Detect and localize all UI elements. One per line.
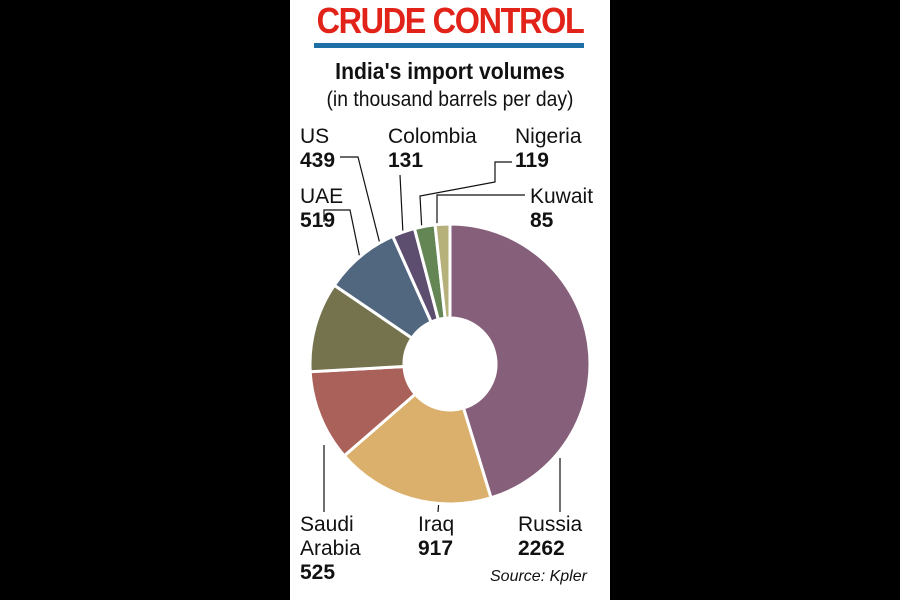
label-colombia-value: 131 <box>388 149 424 172</box>
label-iraq-name: Iraq <box>418 513 455 536</box>
label-uae: UAE 519 <box>300 185 343 233</box>
label-nigeria-value: 119 <box>515 149 549 172</box>
leader-line-colombia <box>399 174 404 235</box>
slice-kuwait <box>433 222 452 320</box>
label-colombia: Colombia 131 <box>388 125 477 173</box>
leader-line-nigeria <box>419 161 512 233</box>
label-uae-value: 519 <box>300 209 336 232</box>
label-kuwait-value: 85 <box>530 209 554 232</box>
chart-units: (in thousand barrels per day) <box>326 88 574 111</box>
label-russia: Russia 2262 <box>518 513 582 561</box>
label-saudi-arabia-value: 525 <box>300 561 336 584</box>
leader-line-us <box>340 156 383 253</box>
label-us-value: 439 <box>300 149 336 172</box>
label-colombia-name: Colombia <box>388 125 477 148</box>
label-saudi-arabia-name: Saudi Arabia <box>300 513 361 560</box>
headline-rule <box>314 43 584 48</box>
source-note: Source: Kpler <box>490 568 587 585</box>
label-nigeria: Nigeria 119 <box>515 125 582 173</box>
label-us-name: US <box>300 125 330 148</box>
label-us: US 439 <box>300 125 335 173</box>
label-kuwait-name: Kuwait <box>530 185 594 208</box>
infographic-panel: CRUDE CONTROL India's import volumes (in… <box>290 0 610 600</box>
label-russia-name: Russia <box>518 513 583 536</box>
slice-russia <box>448 222 592 500</box>
label-uae-name: UAE <box>300 185 344 208</box>
leader-line-uae <box>323 209 363 269</box>
label-iraq-value: 917 <box>418 537 454 560</box>
label-saudi-arabia: Saudi Arabia 525 <box>300 513 390 585</box>
label-russia-value: 2262 <box>518 537 565 560</box>
label-iraq: Iraq 917 <box>418 513 454 561</box>
headline: CRUDE CONTROL <box>316 0 585 41</box>
leader-line-kuwait <box>436 194 525 230</box>
chart-subtitle: India's import volumes <box>335 58 565 84</box>
label-nigeria-name: Nigeria <box>515 125 582 148</box>
donut-chart <box>308 156 592 513</box>
slice-iraq <box>342 392 493 506</box>
label-kuwait: Kuwait 85 <box>530 185 593 233</box>
